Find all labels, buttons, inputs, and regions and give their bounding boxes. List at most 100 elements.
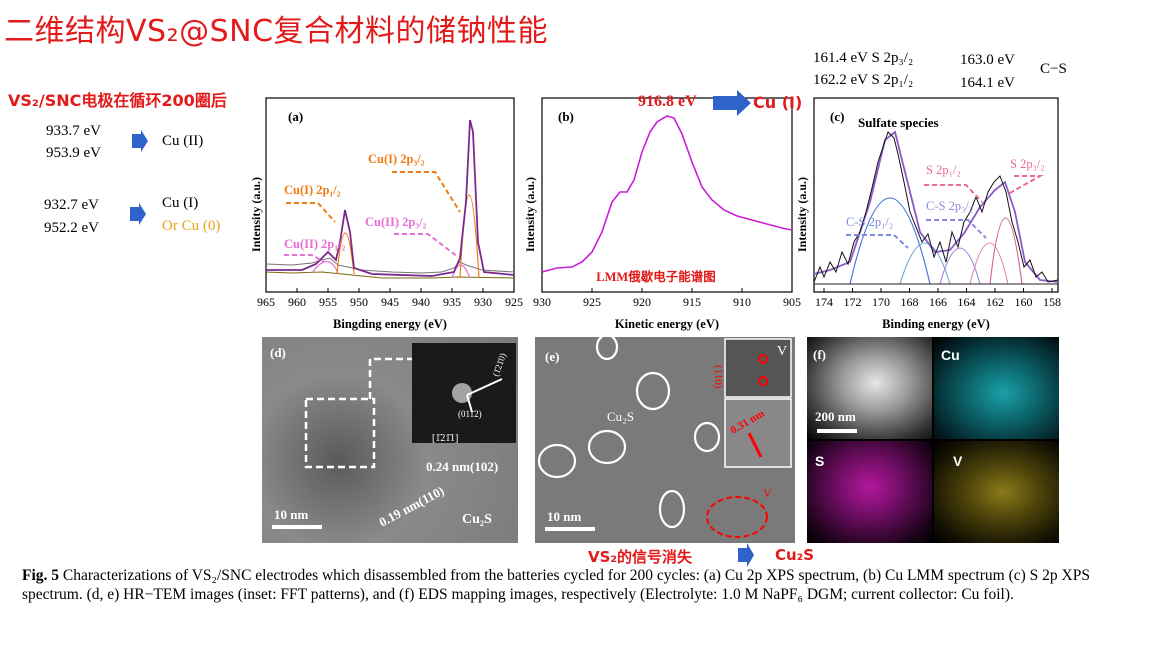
s-top-5: C−S	[1040, 61, 1067, 77]
caption-text: Characterizations of VS₂/SNC electrodes …	[22, 567, 1090, 603]
eds-cu-map	[934, 337, 1059, 439]
arrow-right-icon	[132, 130, 148, 152]
y-axis-label: Intensity (a.u.)	[523, 177, 537, 252]
x-tick-label: 940	[412, 295, 430, 309]
tem-image-e: (e) V (110) 0.31 nm V Cu₂S 10 nm	[535, 337, 795, 543]
ann-cs2p32: C-S 2p₃/₂	[926, 199, 973, 213]
arrow-right-icon	[713, 90, 751, 116]
x-tick-label: 925	[583, 295, 601, 309]
figure-caption: Fig. 5 Characterizations of VS₂/SNC elec…	[22, 566, 1137, 604]
x-axis-label: Kinetic energy (eV)	[615, 317, 719, 331]
panel-f-label: (f)	[813, 347, 826, 362]
x-tick-labels: 930 925 920 915 910 905	[533, 288, 801, 309]
x-tick-labels: 174 172 170 168 166 164 162 160 158	[815, 288, 1061, 309]
eds-v-label: V	[953, 453, 963, 469]
x-tick-label: 925	[505, 295, 523, 309]
x-tick-label: 930	[533, 295, 551, 309]
x-tick-label: 162	[986, 295, 1004, 309]
scale-bar-e: 10 nm	[547, 509, 581, 524]
eds-cu-label: Cu	[941, 347, 960, 363]
x-tick-label: 172	[844, 295, 862, 309]
x-tick-label: 166	[929, 295, 947, 309]
scale-bar-d: 10 nm	[274, 507, 308, 522]
arrow-right-icon	[130, 203, 146, 225]
vs2-signal-note: VS₂的信号消失	[588, 548, 692, 566]
scale-bar-f	[817, 429, 857, 433]
panel-d-label: (d)	[270, 345, 286, 360]
x-tick-label: 160	[1015, 295, 1033, 309]
x-tick-label: 965	[257, 295, 275, 309]
slide-title: 二维结构VS₂@SNC复合材料的储钠性能	[4, 14, 549, 49]
ev-953: 953.9 eV	[46, 145, 101, 161]
x-tick-label: 174	[815, 295, 833, 309]
lmm-peak-state: Cu (I)	[753, 93, 803, 112]
inset-plane: (110)	[712, 365, 724, 389]
x-tick-label: 168	[901, 295, 919, 309]
x-tick-label: 955	[319, 295, 337, 309]
x-tick-label: 935	[443, 295, 461, 309]
ann-s2p12: S 2p₁/₂	[926, 163, 961, 177]
lmm-note: LMM俄歇电子能谱图	[596, 269, 715, 284]
xps-s2p-chart: (c) Sulfate species Intensity (a.u.) Bin…	[795, 97, 1061, 331]
panel-c-label: (c)	[830, 109, 844, 124]
lmm-chart: (b) Intensity (a.u.) Kinetic energy (eV)…	[523, 97, 801, 331]
cu-ii-state: Cu (II)	[162, 133, 204, 149]
x-axis-label: Bingding energy (eV)	[333, 317, 447, 331]
inset-axis: [1̄21̄1]	[432, 433, 458, 444]
x-tick-label: 905	[783, 295, 801, 309]
ann-cu2-2p12: Cu(II) 2p₁/₂	[284, 237, 346, 251]
eds-s-label: S	[815, 453, 825, 469]
subtitle: VS₂/SNC电极在循环200圈后	[8, 91, 227, 110]
inset-v-label: V	[777, 344, 787, 359]
s-top-2: 162.2 eV S 2p₁/₂	[813, 72, 914, 88]
x-tick-label: 915	[683, 295, 701, 309]
y-axis-label: Intensity (a.u.)	[795, 177, 809, 252]
cu2s-note: Cu₂S	[775, 546, 815, 564]
ann-cu1-2p12: Cu(I) 2p₁/₂	[284, 183, 341, 197]
eds-s-map	[807, 441, 932, 543]
s-top-1: 161.4 eV S 2p₃/₂	[813, 50, 914, 66]
sulfate-label: Sulfate species	[858, 115, 939, 130]
ann-s2p32: S 2p₃/₂	[1010, 157, 1045, 171]
v-region-label: V	[763, 486, 772, 500]
eds-mapping: (f) 200 nm Cu S V	[807, 337, 1059, 543]
d-spacing-102: 0.24 nm(102)	[426, 459, 498, 474]
y-axis-label: Intensity (a.u.)	[249, 177, 263, 252]
panel-e-label: (e)	[545, 349, 559, 364]
x-axis-label: Binding energy (eV)	[882, 317, 990, 331]
x-tick-labels: 965 960 955 950 945 940 935 930 925	[257, 288, 523, 309]
x-tick-label: 170	[872, 295, 890, 309]
d-spacing-110: 0.19 nm(110)	[376, 483, 446, 530]
ev-932: 932.7 eV	[44, 197, 99, 213]
x-tick-label: 158	[1043, 295, 1061, 309]
x-tick-label: 960	[288, 295, 306, 309]
ann-cs2p12: C-S 2p₁/₂	[846, 215, 893, 229]
cu-i-state: Cu (I)	[162, 195, 199, 211]
arrow-right-icon	[738, 543, 754, 567]
xps-cu2p-chart: (a) Intensity (a.u.) Bingding energy (eV…	[249, 97, 523, 331]
phase-cu2s: Cu₂S	[462, 512, 492, 527]
s-top-3: 163.0 eV	[960, 52, 1015, 68]
ann-cu2-2p32: Cu(II) 2p₃/₂	[365, 215, 427, 229]
lmm-peak-value: 916.8 eV	[638, 93, 697, 110]
scale-bar-f-label: 200 nm	[815, 409, 856, 424]
x-tick-label: 910	[733, 295, 751, 309]
x-tick-label: 950	[350, 295, 368, 309]
panel-a-label: (a)	[288, 109, 303, 124]
x-tick-label: 164	[958, 295, 976, 309]
cu-0-state: Or Cu (0)	[162, 218, 221, 234]
ev-933: 933.7 eV	[46, 123, 101, 139]
phase-cu2s-e: Cu₂S	[607, 409, 634, 424]
inset-spot: (011̄2)	[458, 409, 482, 419]
caption-fig: Fig. 5	[22, 567, 60, 584]
s-top-4: 164.1 eV	[960, 75, 1015, 91]
x-tick-label: 945	[381, 295, 399, 309]
eds-v-map	[934, 441, 1059, 543]
tem-image-d: (d) [1̄21̄1] (011̄2) (1̄21̄0) 0.24 nm(10…	[262, 337, 518, 543]
eds-sem-image	[807, 337, 932, 439]
ev-952: 952.2 eV	[44, 220, 99, 236]
x-tick-label: 930	[474, 295, 492, 309]
x-tick-label: 920	[633, 295, 651, 309]
ann-cu1-2p32: Cu(I) 2p₃/₂	[368, 152, 425, 166]
panel-b-label: (b)	[558, 109, 574, 124]
